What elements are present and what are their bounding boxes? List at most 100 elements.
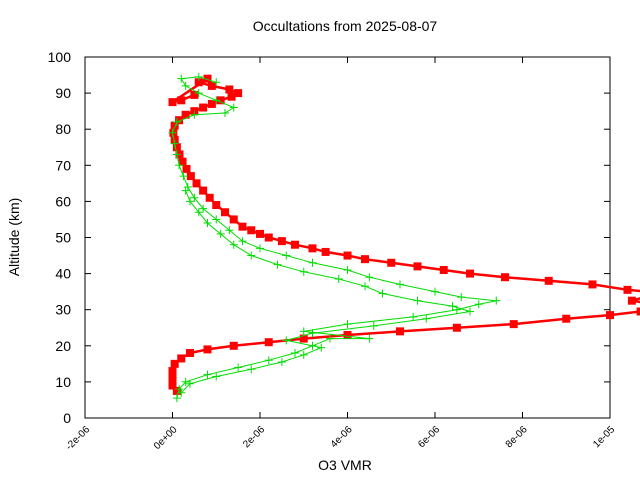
data-point <box>501 273 509 282</box>
data-point <box>606 311 614 320</box>
data-point <box>457 293 466 302</box>
data-point <box>422 314 431 323</box>
data-point <box>192 179 201 188</box>
data-point <box>170 359 179 368</box>
x-tick-label: 4e-06 <box>329 424 355 450</box>
y-tick-label: 80 <box>55 121 71 137</box>
data-point <box>205 193 214 202</box>
data-point <box>299 334 308 343</box>
y-tick-label: 0 <box>63 410 71 426</box>
series-line <box>180 190 471 394</box>
data-point <box>256 229 264 238</box>
data-point <box>378 289 387 298</box>
data-point <box>466 307 474 316</box>
axis-ticks: 0 10 20 30 40 50 60 70 80 90 100 -2e-06 0e+00 2e-06 4e… <box>48 49 618 453</box>
y-tick-label: 50 <box>55 230 71 246</box>
data-point <box>203 370 212 379</box>
data-point <box>256 244 264 253</box>
data-point <box>227 92 236 101</box>
data-point <box>203 345 212 354</box>
data-point <box>229 341 238 350</box>
data-point <box>190 90 199 99</box>
data-point <box>181 110 190 119</box>
data-point <box>168 374 177 383</box>
data-point <box>396 280 404 289</box>
data-point <box>194 78 203 87</box>
data-point <box>212 78 221 87</box>
data-point <box>409 312 418 321</box>
data-point <box>238 237 247 246</box>
y-tick-label: 60 <box>55 193 71 209</box>
series-green-profile-2 <box>177 186 474 397</box>
data-point <box>186 379 194 388</box>
data-point <box>229 215 238 224</box>
x-tick-label: -2e-06 <box>64 424 93 453</box>
data-point <box>194 89 203 98</box>
y-tick-label: 40 <box>55 266 71 282</box>
y-tick-label: 10 <box>55 374 71 390</box>
data-point <box>170 121 179 130</box>
y-tick-label: 70 <box>55 157 71 173</box>
data-point <box>343 265 352 274</box>
data-point <box>343 330 352 339</box>
data-point <box>203 219 212 228</box>
data-point <box>168 128 177 137</box>
data-point <box>181 186 190 195</box>
data-point <box>172 143 181 152</box>
y-tick-label: 20 <box>55 338 71 354</box>
data-point <box>365 334 374 343</box>
data-point <box>291 349 299 358</box>
data-point <box>186 349 194 358</box>
data-point <box>199 186 208 195</box>
data-point <box>291 240 299 249</box>
data-point <box>177 74 186 83</box>
data-point <box>308 244 317 253</box>
data-point <box>321 247 330 256</box>
data-point <box>369 321 378 330</box>
data-point <box>282 336 291 345</box>
data-point <box>186 172 195 181</box>
data-point <box>264 356 273 365</box>
data-point <box>264 338 273 347</box>
data-point <box>181 81 190 90</box>
data-point <box>273 260 282 269</box>
data-point <box>396 327 404 336</box>
data-point <box>636 307 640 316</box>
data-point <box>509 320 518 329</box>
data-point <box>387 258 396 267</box>
series-line <box>171 77 640 392</box>
data-point <box>216 229 225 238</box>
data-point <box>282 251 291 260</box>
x-tick-label: 0e+00 <box>152 424 180 452</box>
x-tick-label: 6e-06 <box>416 424 442 450</box>
data-point <box>221 108 229 117</box>
data-point <box>168 367 177 376</box>
data-point <box>212 201 221 210</box>
data-point <box>177 388 186 397</box>
data-point <box>177 96 186 105</box>
x-tick-label: 8e-06 <box>504 424 530 450</box>
data-point <box>308 258 317 267</box>
series-green-profile <box>168 72 501 403</box>
data-point <box>172 394 181 403</box>
data-point <box>234 89 243 98</box>
data-point <box>172 386 181 395</box>
data-point <box>207 99 216 108</box>
data-point <box>431 287 439 296</box>
data-point <box>199 204 208 213</box>
data-point <box>179 172 188 181</box>
data-point <box>308 329 317 338</box>
data-point <box>562 314 571 323</box>
data-point <box>299 350 308 359</box>
data-point <box>492 296 501 305</box>
data-point <box>466 269 474 278</box>
data-point <box>225 226 234 235</box>
y-tick-label: 30 <box>55 302 71 318</box>
data-point <box>361 255 369 264</box>
data-point <box>168 381 177 390</box>
data-series <box>168 72 640 403</box>
data-point <box>221 208 229 217</box>
data-point <box>203 74 212 83</box>
data-point <box>299 267 308 276</box>
data-point <box>343 251 352 260</box>
